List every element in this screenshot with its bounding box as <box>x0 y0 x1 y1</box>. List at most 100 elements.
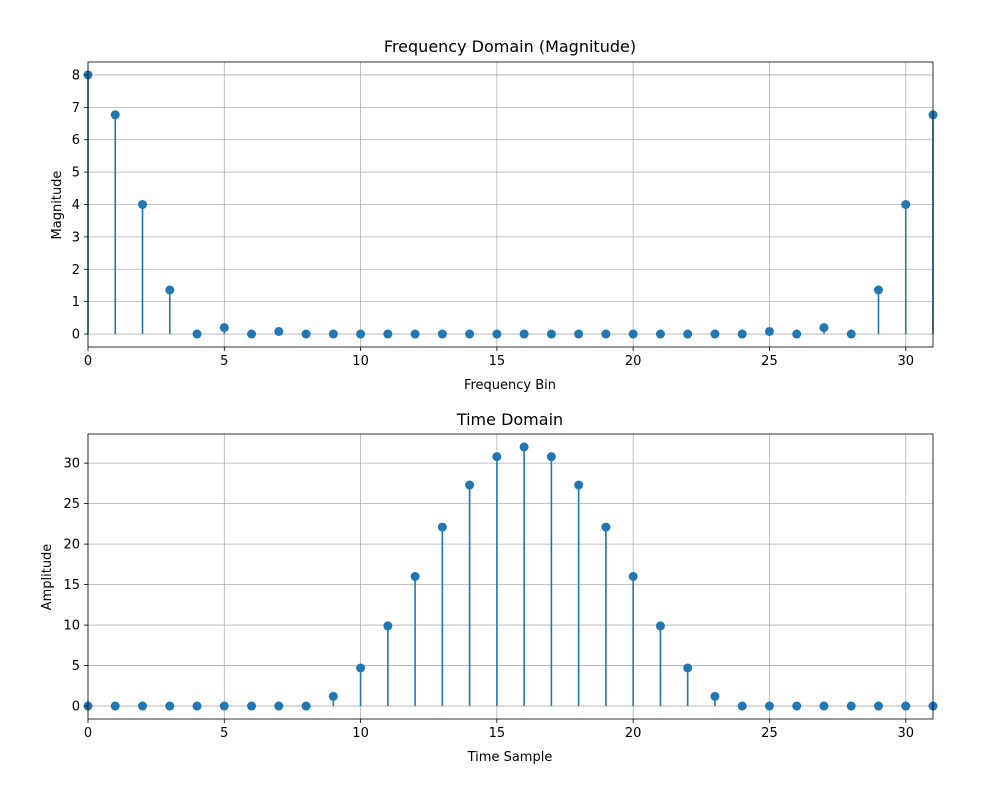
time-stem-marker <box>901 701 911 711</box>
time-stem-marker <box>683 663 693 673</box>
frequency-y-axis-label: Magnitude <box>50 171 65 240</box>
frequency-grid <box>87 62 933 347</box>
frequency-axes-frame <box>87 61 934 348</box>
time-x-tick-label: 5 <box>220 726 228 741</box>
time-stem-marker <box>301 701 311 711</box>
time-stem-marker <box>846 701 856 711</box>
frequency-x-tick-label: 25 <box>761 354 778 369</box>
frequency-x-tick-label: 20 <box>625 354 642 369</box>
frequency-stem-marker <box>410 329 420 339</box>
frequency-x-tick-label: 5 <box>220 354 228 369</box>
time-stem-marker <box>383 621 393 631</box>
frequency-y-tick-label: 6 <box>72 133 80 148</box>
frequency-x-tick-label: 0 <box>84 354 92 369</box>
time-x-tick-label: 20 <box>625 726 642 741</box>
time-stem-marker <box>764 701 774 711</box>
time-stem-marker <box>492 452 502 462</box>
frequency-x-tick-label: 10 <box>352 354 369 369</box>
time-axes-frame <box>87 433 934 720</box>
frequency-stem-marker <box>274 326 284 336</box>
frequency-stem-marker <box>356 329 366 339</box>
frequency-plot-title: Frequency Domain (Magnitude) <box>384 37 636 56</box>
time-y-tick-label: 25 <box>63 497 80 512</box>
frequency-stem-marker <box>138 200 148 209</box>
frequency-y-tick-label: 7 <box>72 101 80 116</box>
time-stem-marker <box>110 701 120 711</box>
time-stem-marker <box>328 691 338 701</box>
frequency-stem-marker <box>465 329 475 339</box>
time-stem-marker <box>410 572 420 581</box>
time-ticks: 0 5 10 15 20 25 30 0 5 10 15 20 25 30 <box>63 457 914 741</box>
time-stem-marker <box>873 701 883 711</box>
frequency-stem-marker <box>492 329 502 339</box>
frequency-x-axis-label: Frequency Bin <box>464 378 556 393</box>
time-y-tick-label: 15 <box>63 578 80 593</box>
frequency-stem-marker <box>683 329 693 339</box>
time-stem-marker <box>437 522 447 532</box>
frequency-stem-marker <box>819 323 829 333</box>
time-stem-marker <box>192 701 202 711</box>
frequency-y-tick-label: 2 <box>72 263 80 278</box>
time-y-tick-label: 10 <box>63 619 80 634</box>
time-x-tick-label: 0 <box>84 726 92 741</box>
frequency-y-tick-label: 5 <box>72 166 80 181</box>
time-stem-marker <box>465 480 475 490</box>
frequency-stem-marker <box>710 329 720 339</box>
frequency-stem-marker <box>901 200 911 209</box>
time-domain-subplot: Time Domain Time Sample Amplitude 0 5 10 15… <box>40 410 938 765</box>
frequency-stem-marker <box>383 329 393 339</box>
time-stem-marker <box>819 701 829 711</box>
frequency-stem-marker <box>764 326 774 336</box>
time-stem-marker <box>219 701 229 711</box>
frequency-stem-marker <box>546 329 556 339</box>
frequency-stem-marker <box>873 285 883 295</box>
frequency-stem-marker <box>519 329 529 339</box>
frequency-stem-marker <box>846 329 856 339</box>
time-stem-marker <box>247 701 257 711</box>
time-stem-marker <box>165 701 175 711</box>
frequency-stem-marker <box>328 329 338 339</box>
time-stem-marker <box>737 701 747 711</box>
frequency-stem-marker <box>437 329 447 339</box>
frequency-x-tick-label: 15 <box>489 354 506 369</box>
frequency-y-tick-label: 0 <box>72 328 80 343</box>
frequency-stem-marker <box>792 329 802 339</box>
frequency-stem-marker <box>301 329 311 339</box>
frequency-stem-marker <box>110 110 120 120</box>
frequency-y-tick-label: 4 <box>72 198 80 213</box>
time-stem-marker <box>710 691 720 701</box>
frequency-domain-subplot: Frequency Domain (Magnitude) Frequency B… <box>50 37 938 393</box>
time-x-axis-label: Time Sample <box>467 750 553 765</box>
frequency-y-tick-label: 1 <box>72 295 80 310</box>
frequency-stem-marker <box>601 329 611 339</box>
time-stem-marker <box>601 522 611 532</box>
frequency-stem-marker <box>574 329 584 339</box>
frequency-stem-marker <box>628 329 638 339</box>
time-stem-marker <box>655 621 665 631</box>
frequency-stem-marker <box>219 323 229 333</box>
frequency-y-tick-label: 3 <box>72 230 80 245</box>
frequency-ticks: 0 5 10 15 20 25 30 0 1 2 3 4 5 6 7 8 <box>72 68 914 369</box>
frequency-stem-marker <box>247 329 257 339</box>
time-stem-marker <box>546 452 556 462</box>
frequency-y-tick-label: 8 <box>72 68 80 83</box>
time-plot-title: Time Domain <box>456 410 563 429</box>
time-y-axis-label: Amplitude <box>40 544 55 611</box>
time-y-tick-label: 0 <box>72 700 80 715</box>
frequency-stem-marker <box>192 329 202 339</box>
time-y-tick-label: 5 <box>72 659 80 674</box>
time-x-tick-label: 30 <box>897 726 914 741</box>
time-stem-marker <box>792 701 802 711</box>
time-x-tick-label: 25 <box>761 726 778 741</box>
time-grid <box>87 434 933 719</box>
frequency-stem-marker <box>737 329 747 339</box>
time-y-tick-label: 30 <box>63 457 80 472</box>
time-stems <box>83 442 938 711</box>
time-x-tick-label: 10 <box>352 726 369 741</box>
time-x-tick-label: 15 <box>489 726 506 741</box>
time-stem-marker <box>138 701 148 711</box>
time-stem-marker <box>574 480 584 490</box>
frequency-x-tick-label: 30 <box>897 354 914 369</box>
time-stem-marker <box>628 572 638 581</box>
